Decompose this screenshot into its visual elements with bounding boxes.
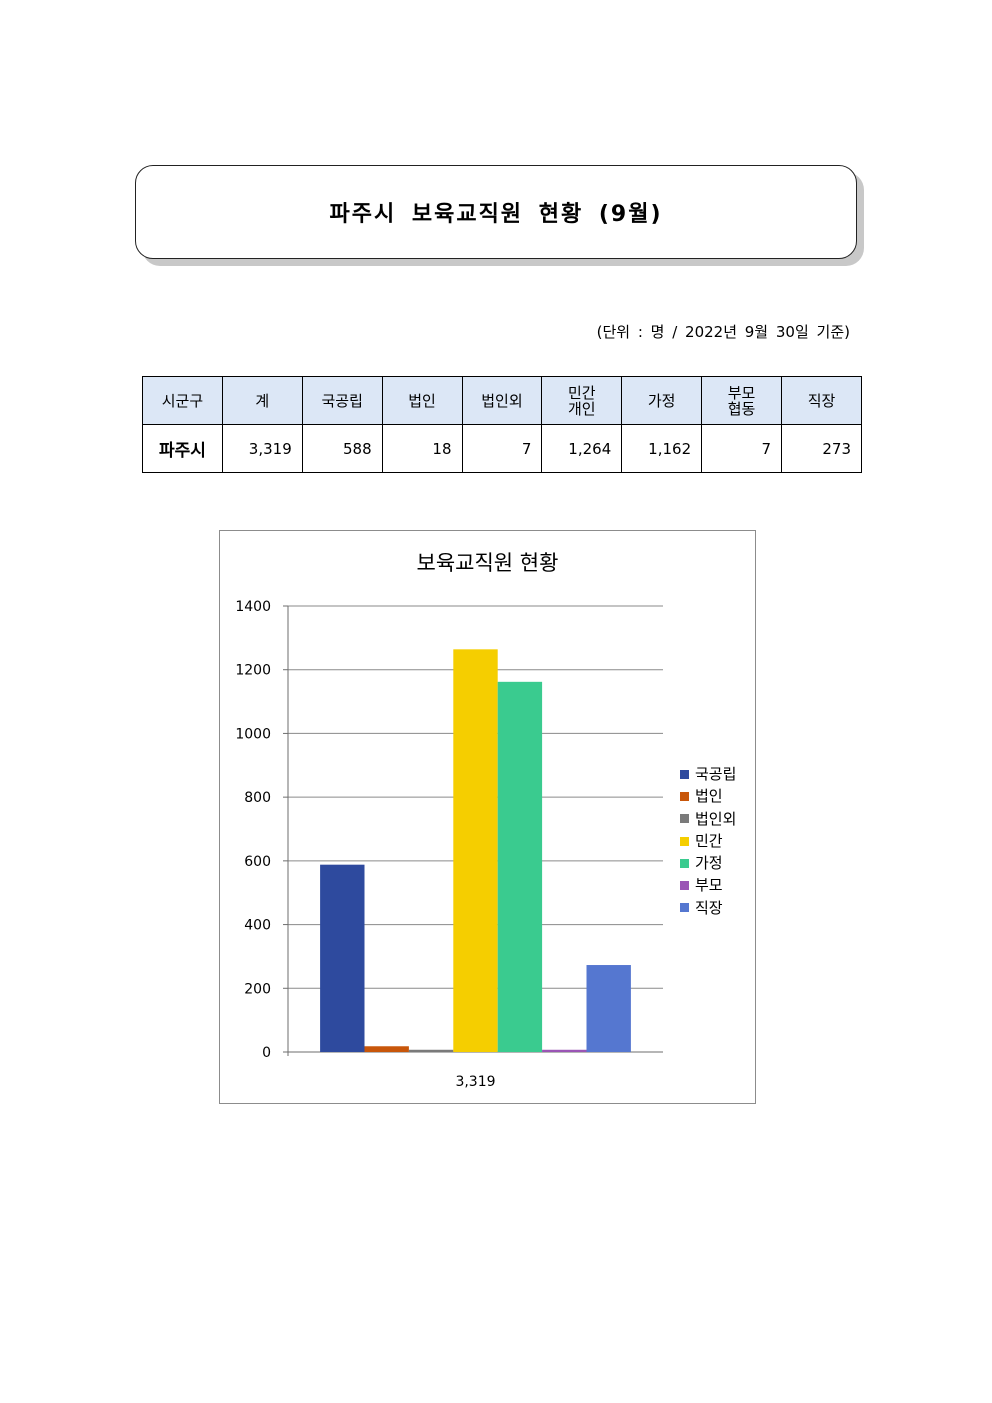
y-tick-label: 1400 [235, 599, 271, 615]
legend-swatch [680, 814, 689, 824]
header-cooperative: 부모 협동 [701, 376, 782, 425]
bar-4 [453, 649, 498, 1052]
header-corporate: 법인 [381, 376, 463, 425]
x-tick-label: 3,319 [455, 1074, 495, 1090]
legend-label: 국공립 [695, 765, 737, 783]
y-tick-label: 1000 [235, 726, 271, 742]
legend-label: 법인 [695, 787, 723, 806]
header-home: 가정 [621, 376, 703, 425]
cell-workplace: 273 [781, 424, 862, 473]
y-tick-label: 0 [262, 1045, 271, 1061]
y-tick-label: 800 [244, 790, 271, 806]
bar-3 [408, 1049, 454, 1052]
header-workplace: 직장 [781, 376, 862, 425]
bar-2 [364, 1046, 409, 1052]
header-total: 계 [221, 376, 303, 425]
legend-label: 민간 [695, 831, 723, 850]
table-row: 파주시 3,319 588 18 7 1,264 1,162 7 273 [142, 424, 862, 473]
header-region: 시군구 [142, 376, 223, 425]
legend-swatch [680, 769, 689, 779]
legend-item: 법인 [680, 785, 736, 807]
table-header-row: 시군구 계 국공립 법인 법인외 민간 개인 가정 부모 협동 직장 [142, 376, 862, 425]
y-tick-label: 1200 [235, 663, 271, 679]
legend-item: 부모 [680, 874, 736, 896]
cell-home: 1,162 [621, 424, 703, 473]
cell-region: 파주시 [142, 424, 223, 473]
legend-item: 법인외 [680, 808, 736, 830]
y-tick-label: 400 [244, 918, 271, 934]
cell-public: 588 [301, 424, 383, 473]
document-title: 파주시 보육교직원 현황 (9월) [329, 202, 663, 227]
cell-private: 1,264 [541, 424, 623, 473]
legend-item: 직장 [680, 897, 736, 919]
legend-item: 민간 [680, 830, 736, 852]
bar-1 [320, 864, 365, 1052]
bar-7 [586, 965, 631, 1052]
legend-label: 직장 [695, 898, 723, 917]
unit-note: (단위 : 명 / 2022년 9월 30일 기준) [596, 323, 850, 341]
legend-swatch [680, 791, 689, 801]
cell-corporate: 18 [381, 424, 463, 473]
document-title-box: 파주시 보육교직원 현황 (9월) [135, 165, 857, 259]
bar-6 [542, 1049, 587, 1052]
legend-label: 법인외 [695, 809, 737, 828]
legend-swatch [680, 903, 689, 913]
legend-swatch [680, 881, 689, 891]
cell-cooperative: 7 [701, 424, 782, 473]
bar-5 [497, 681, 543, 1052]
y-tick-label: 600 [244, 854, 271, 870]
legend-swatch [680, 858, 689, 868]
chart-title: 보육교직원 현황 [416, 551, 559, 575]
legend-item: 국공립 [680, 763, 736, 785]
legend-item: 가정 [680, 852, 736, 874]
header-private: 민간 개인 [541, 376, 623, 425]
staff-stats-table: 시군구 계 국공립 법인 법인외 민간 개인 가정 부모 협동 직장 파주시 3… [142, 376, 862, 473]
cell-total: 3,319 [221, 424, 303, 473]
legend-swatch [680, 836, 689, 846]
chart-frame: 보육교직원 현황 0 200 400 600 800 1000 1200 1400 3,319 … [219, 530, 756, 1104]
bar-chart: 0 200 400 600 800 1000 1200 1400 3,319 [235, 599, 663, 1090]
header-non-corporate: 법인외 [461, 376, 543, 425]
legend-label: 가정 [695, 854, 723, 873]
header-public: 국공립 [301, 376, 383, 425]
cell-non-corporate: 7 [461, 424, 543, 473]
y-tick-label: 200 [244, 981, 271, 997]
legend-label: 부모 [695, 876, 723, 895]
